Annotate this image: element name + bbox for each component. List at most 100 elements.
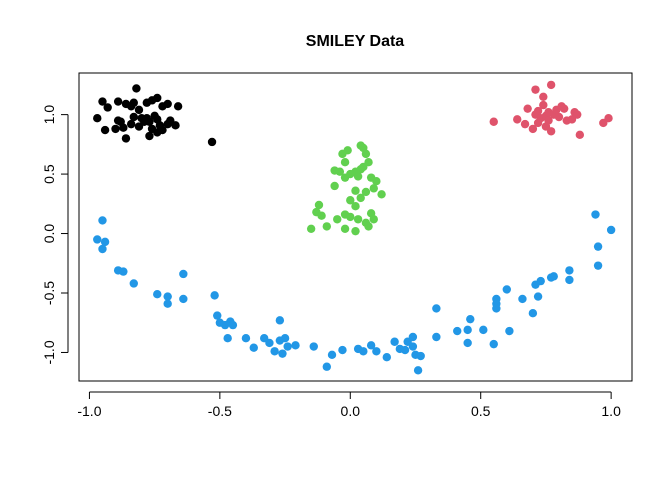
data-point [145, 131, 154, 141]
data-point [604, 113, 613, 123]
data-point [223, 333, 232, 343]
data-point [489, 339, 498, 349]
data-point [591, 210, 600, 219]
data-point [275, 316, 285, 325]
data-point [505, 326, 514, 336]
data-point [502, 285, 511, 294]
data-point [111, 124, 120, 134]
data-point [372, 177, 381, 186]
data-point [382, 353, 392, 362]
plot-frame [78, 72, 633, 382]
data-point [228, 320, 238, 330]
data-point [98, 244, 107, 254]
y-tick-label: 0.5 [41, 164, 57, 184]
data-point [533, 106, 543, 116]
data-point [565, 266, 574, 275]
data-points [93, 80, 616, 375]
data-point [241, 333, 251, 343]
data-point [98, 216, 107, 225]
data-point [513, 115, 522, 124]
data-point [171, 121, 180, 130]
data-point [377, 190, 386, 199]
data-point [153, 289, 162, 299]
data-point [322, 362, 332, 371]
data-point [400, 345, 410, 355]
data-point [575, 130, 585, 140]
data-point [132, 84, 141, 93]
data-point [113, 97, 123, 106]
data-point [369, 215, 378, 224]
data-point [137, 113, 146, 123]
data-point [520, 119, 530, 129]
data-point [163, 299, 172, 308]
data-point [353, 172, 363, 181]
x-tick-label: 1.0 [601, 403, 621, 419]
x-tick-label: -0.5 [208, 403, 232, 419]
data-point [291, 341, 300, 350]
y-tick-label: 1.0 [41, 105, 57, 125]
data-point [163, 292, 172, 301]
data-point [322, 222, 332, 231]
data-point [554, 112, 564, 122]
data-point [528, 124, 538, 134]
data-point [544, 116, 553, 125]
data-point [432, 304, 441, 313]
data-point [163, 99, 172, 109]
data-point [492, 294, 501, 304]
data-point [93, 113, 102, 123]
data-point [408, 342, 418, 351]
data-point [593, 261, 603, 270]
data-point [306, 224, 316, 233]
data-point [549, 272, 558, 281]
data-point [330, 181, 339, 191]
data-point [153, 128, 162, 137]
data-point [356, 193, 365, 203]
data-point [280, 333, 290, 343]
data-point [100, 237, 110, 247]
data-point [366, 341, 376, 350]
x-axis: -1.0 -0.5 0.0 0.5 1.0 [77, 391, 621, 419]
data-point [463, 325, 472, 335]
data-point [119, 267, 128, 276]
data-point [559, 104, 569, 113]
data-point [340, 224, 350, 233]
data-point [100, 125, 110, 135]
data-point [372, 347, 381, 356]
data-point [116, 117, 125, 126]
data-point [213, 311, 222, 320]
chart-title: SMILEY Data [306, 33, 405, 50]
data-point [98, 97, 107, 106]
data-point [408, 332, 418, 342]
data-point [283, 342, 292, 351]
x-tick-label: 0.5 [471, 403, 491, 419]
data-point [145, 117, 154, 126]
y-axis: -1.0 -0.5 0.0 0.5 1.0 [41, 105, 69, 365]
data-point [533, 292, 543, 301]
data-point [539, 92, 548, 101]
data-point [129, 279, 138, 288]
data-point [121, 134, 131, 143]
data-point [346, 196, 355, 205]
data-point [390, 337, 399, 346]
data-point [346, 212, 355, 222]
data-point [356, 165, 365, 174]
data-point [523, 104, 532, 113]
data-point [546, 80, 556, 90]
data-point [453, 326, 462, 336]
data-point [606, 225, 616, 235]
data-point [314, 200, 324, 210]
data-point [338, 149, 347, 159]
data-point [536, 276, 545, 286]
data-point [265, 338, 274, 348]
data-point [539, 100, 548, 110]
data-point [134, 105, 144, 115]
data-point [518, 294, 527, 304]
data-point [593, 242, 603, 251]
data-point [528, 309, 538, 318]
data-point [369, 184, 378, 193]
data-point [129, 112, 138, 122]
data-point [340, 157, 350, 167]
data-point [210, 291, 219, 300]
data-point [546, 127, 556, 136]
data-point [351, 201, 360, 211]
